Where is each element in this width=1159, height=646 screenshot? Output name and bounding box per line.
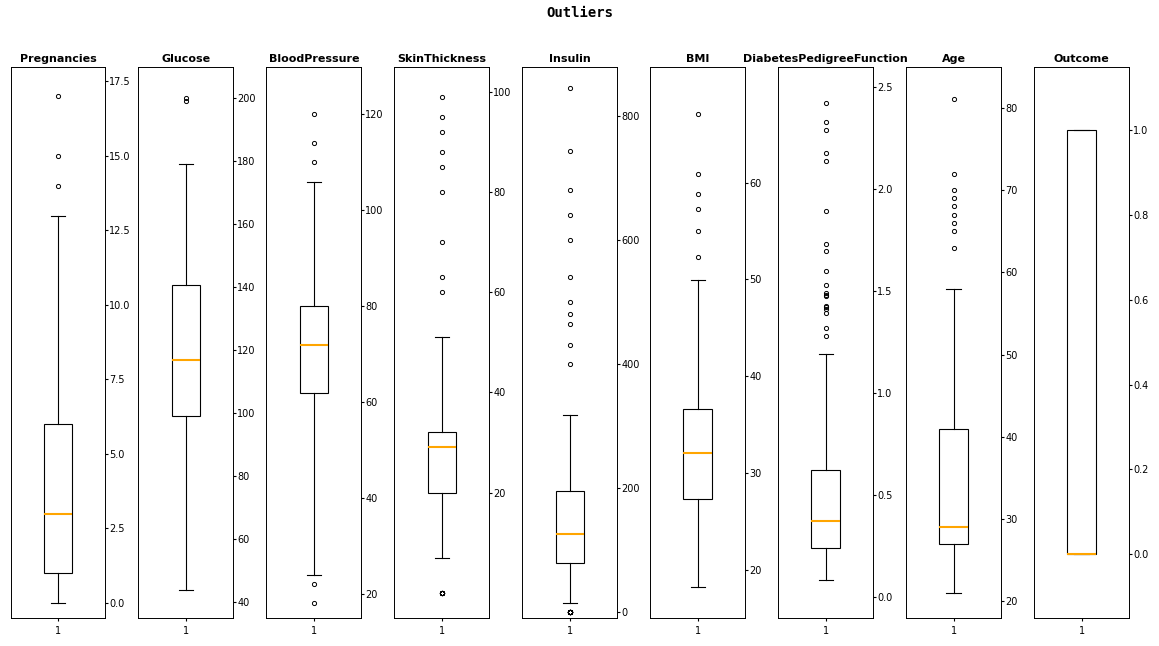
PathPatch shape — [172, 286, 201, 416]
PathPatch shape — [940, 428, 968, 544]
PathPatch shape — [555, 491, 584, 563]
Title: Glucose: Glucose — [161, 54, 211, 65]
Title: Outcome: Outcome — [1054, 54, 1109, 65]
Title: SkinThickness: SkinThickness — [398, 54, 487, 65]
Text: Outliers: Outliers — [546, 6, 613, 21]
Title: Pregnancies: Pregnancies — [20, 54, 96, 65]
Title: Insulin: Insulin — [549, 54, 591, 65]
PathPatch shape — [811, 470, 840, 548]
PathPatch shape — [684, 409, 712, 499]
PathPatch shape — [44, 424, 72, 573]
Title: BloodPressure: BloodPressure — [269, 54, 359, 65]
PathPatch shape — [299, 306, 328, 393]
Title: BMI: BMI — [686, 54, 709, 65]
PathPatch shape — [428, 432, 455, 492]
Title: DiabetesPedigreeFunction: DiabetesPedigreeFunction — [743, 54, 907, 65]
Title: Age: Age — [941, 54, 965, 65]
PathPatch shape — [1067, 130, 1095, 554]
